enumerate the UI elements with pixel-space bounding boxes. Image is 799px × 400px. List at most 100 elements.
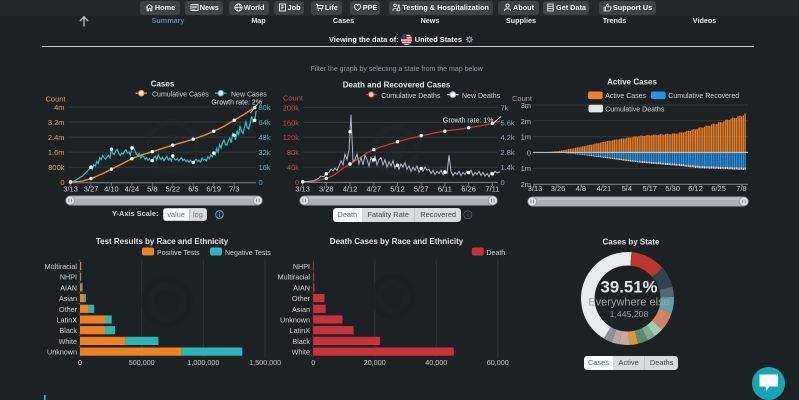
svg-text:2.8k: 2.8k bbox=[501, 148, 515, 157]
svg-text:Black: Black bbox=[59, 326, 77, 335]
svg-text:3/28: 3/28 bbox=[319, 185, 334, 194]
svg-text:6/12: 6/12 bbox=[688, 184, 703, 193]
svg-text:4/10: 4/10 bbox=[104, 185, 119, 194]
svg-text:5/8: 5/8 bbox=[147, 185, 157, 194]
svg-text:48k: 48k bbox=[259, 133, 271, 142]
svg-text:Cumulative Deaths: Cumulative Deaths bbox=[381, 93, 441, 100]
svg-text:1m: 1m bbox=[521, 133, 531, 142]
svg-text:Active Cases: Active Cases bbox=[607, 78, 657, 87]
svg-text:500,000: 500,000 bbox=[129, 358, 155, 367]
svg-text:160k: 160k bbox=[283, 118, 300, 127]
svg-text:New Deaths: New Deaths bbox=[462, 93, 501, 100]
svg-text:5/30: 5/30 bbox=[665, 184, 680, 193]
svg-text:Death and Recovered Cases: Death and Recovered Cases bbox=[343, 81, 451, 90]
svg-text:Everywhere else: Everywhere else bbox=[588, 297, 669, 309]
svg-text:0: 0 bbox=[259, 178, 263, 187]
svg-text:Negative Tests: Negative Tests bbox=[225, 250, 271, 257]
svg-text:0: 0 bbox=[78, 358, 82, 367]
svg-text:1,000,000: 1,000,000 bbox=[187, 358, 219, 367]
svg-text:1.6m: 1.6m bbox=[48, 148, 65, 157]
svg-text:2m: 2m bbox=[521, 117, 531, 126]
svg-text:0: 0 bbox=[527, 148, 531, 157]
svg-text:6/19: 6/19 bbox=[206, 185, 221, 194]
svg-text:20,000: 20,000 bbox=[364, 358, 386, 367]
svg-text:4.2k: 4.2k bbox=[501, 133, 515, 142]
svg-text:16k: 16k bbox=[259, 163, 271, 172]
svg-text:Active Cases: Active Cases bbox=[605, 93, 646, 100]
svg-text:White: White bbox=[292, 348, 310, 357]
svg-text:NHPI: NHPI bbox=[60, 273, 77, 282]
svg-text:Multiracial: Multiracial bbox=[45, 262, 78, 271]
svg-text:3/13: 3/13 bbox=[295, 185, 310, 194]
svg-text:4/8: 4/8 bbox=[576, 184, 586, 193]
svg-text:3/27: 3/27 bbox=[84, 185, 99, 194]
svg-text:AIAN: AIAN bbox=[60, 283, 77, 292]
svg-text:6/5: 6/5 bbox=[188, 185, 198, 194]
svg-text:3/13: 3/13 bbox=[63, 185, 78, 194]
svg-text:New Cases: New Cases bbox=[231, 91, 267, 98]
svg-text:LatinX: LatinX bbox=[290, 326, 311, 335]
svg-text:Unknown: Unknown bbox=[47, 348, 77, 357]
svg-text:200k: 200k bbox=[283, 103, 300, 112]
svg-text:2.4m: 2.4m bbox=[48, 133, 65, 142]
svg-text:Death: Death bbox=[487, 250, 506, 257]
svg-text:Cumulative Recovered: Cumulative Recovered bbox=[668, 93, 739, 100]
svg-text:80k: 80k bbox=[287, 148, 299, 157]
svg-text:800k: 800k bbox=[48, 163, 65, 172]
svg-text:1,445,208: 1,445,208 bbox=[610, 309, 649, 319]
svg-text:Asian: Asian bbox=[59, 294, 77, 303]
svg-text:Black: Black bbox=[292, 337, 310, 346]
svg-text:1m: 1m bbox=[521, 164, 531, 173]
svg-text:3.2m: 3.2m bbox=[48, 118, 65, 127]
svg-text:6/26: 6/26 bbox=[461, 185, 476, 194]
svg-text:0: 0 bbox=[501, 178, 505, 187]
svg-text:7/8: 7/8 bbox=[736, 184, 746, 193]
svg-text:32k: 32k bbox=[259, 148, 271, 157]
svg-text:Positive Tests: Positive Tests bbox=[157, 250, 200, 257]
svg-text:3/26: 3/26 bbox=[551, 184, 566, 193]
svg-text:LatinX: LatinX bbox=[57, 316, 78, 325]
svg-text:5/27: 5/27 bbox=[414, 185, 429, 194]
svg-text:2m: 2m bbox=[521, 180, 531, 189]
svg-text:0: 0 bbox=[60, 178, 64, 187]
svg-text:Cumulative Cases: Cumulative Cases bbox=[152, 91, 209, 98]
svg-text:Test Results by Race and Ethni: Test Results by Race and Ethnicity bbox=[96, 237, 229, 246]
svg-text:60,000: 60,000 bbox=[487, 358, 509, 367]
svg-text:6/25: 6/25 bbox=[711, 184, 726, 193]
svg-text:4/21: 4/21 bbox=[597, 184, 612, 193]
svg-text:Cumulative Deaths: Cumulative Deaths bbox=[605, 107, 665, 114]
svg-text:White: White bbox=[59, 337, 77, 346]
svg-text:40,000: 40,000 bbox=[425, 358, 447, 367]
svg-text:1.4k: 1.4k bbox=[501, 163, 515, 172]
svg-text:1,500,000: 1,500,000 bbox=[249, 358, 281, 367]
svg-text:Asian: Asian bbox=[292, 305, 310, 314]
svg-text:5.6k: 5.6k bbox=[501, 118, 515, 127]
svg-text:Other: Other bbox=[59, 305, 78, 314]
svg-text:Filter the graph by selecting: Filter the graph by selecting a state fr… bbox=[311, 66, 484, 73]
svg-text:4/24: 4/24 bbox=[125, 185, 140, 194]
svg-text:4/12: 4/12 bbox=[343, 185, 358, 194]
svg-text:Count: Count bbox=[45, 95, 66, 104]
svg-text:AIAN: AIAN bbox=[293, 283, 310, 292]
svg-text:5/4: 5/4 bbox=[622, 184, 632, 193]
svg-text:3/13: 3/13 bbox=[528, 184, 543, 193]
svg-text:Cases: Cases bbox=[151, 80, 175, 89]
svg-text:80k: 80k bbox=[259, 103, 271, 112]
svg-text:6/11: 6/11 bbox=[438, 185, 452, 194]
svg-text:4/27: 4/27 bbox=[366, 185, 381, 194]
svg-text:Unknown: Unknown bbox=[280, 316, 310, 325]
svg-text:Cases by State: Cases by State bbox=[603, 238, 660, 247]
svg-text:0: 0 bbox=[311, 358, 315, 367]
svg-text:7k: 7k bbox=[501, 103, 509, 112]
svg-text:3m: 3m bbox=[521, 101, 531, 110]
svg-text:Count: Count bbox=[283, 93, 304, 102]
svg-text:Count: Count bbox=[512, 94, 533, 103]
svg-text:5/22: 5/22 bbox=[165, 185, 180, 194]
svg-text:40k: 40k bbox=[287, 163, 299, 172]
svg-text:7/11: 7/11 bbox=[485, 185, 499, 194]
svg-text:4m: 4m bbox=[54, 103, 64, 112]
svg-text:5/17: 5/17 bbox=[642, 184, 657, 193]
svg-text:Growth rate: 2%: Growth rate: 2% bbox=[211, 100, 262, 107]
svg-text:Multiracial: Multiracial bbox=[278, 273, 311, 282]
svg-text:Growth rate: 1%: Growth rate: 1% bbox=[443, 117, 494, 124]
